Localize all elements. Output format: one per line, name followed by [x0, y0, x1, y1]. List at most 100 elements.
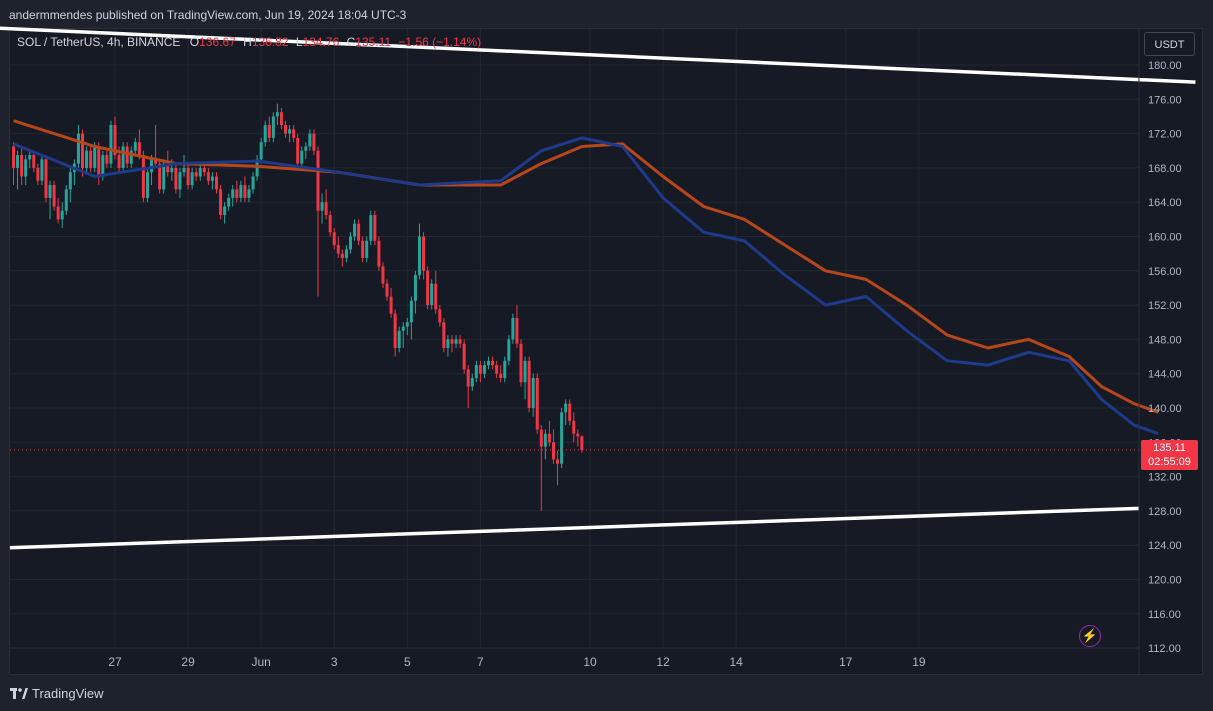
candle-body: [409, 300, 413, 323]
price-tick-label: 152.00: [1148, 300, 1182, 312]
candles: [12, 103, 584, 511]
candle: [182, 155, 186, 177]
currency-button[interactable]: USDT: [1144, 32, 1195, 56]
price-axis[interactable]: 180.00 176.00 172.00 168.00 164.00 160.00 156.…: [1138, 29, 1182, 675]
candle: [523, 356, 527, 400]
candle-body: [353, 223, 357, 237]
symbol-name[interactable]: SOL / TetherUS, 4h, BINANCE: [17, 35, 181, 49]
price-tick-label: 132.00: [1148, 472, 1182, 484]
candle: [568, 399, 572, 426]
low-value: 134.76: [302, 35, 340, 49]
candle-body: [389, 296, 393, 314]
candle: [150, 155, 154, 186]
candle-body: [137, 142, 141, 156]
candle-body: [308, 133, 312, 147]
candle-body: [564, 403, 568, 413]
candle-body: [397, 330, 401, 348]
candle-body: [227, 197, 231, 207]
time-tick-label: 27: [108, 655, 122, 669]
published-caption: andermmendes published on TradingView.co…: [9, 8, 407, 22]
candle-body: [336, 245, 340, 254]
candle-body: [215, 176, 218, 190]
candle-body: [113, 125, 117, 156]
candle: [190, 167, 194, 190]
candle-body: [97, 146, 101, 177]
candle-body: [503, 360, 507, 378]
candle: [344, 245, 348, 263]
candle-body: [474, 365, 478, 378]
candle: [462, 339, 466, 374]
lightning-icon[interactable]: ⚡: [1079, 625, 1101, 647]
candle: [499, 365, 503, 383]
time-axis[interactable]: 27 29 Jun 3 5 7 10 12 14 17 19: [10, 647, 1139, 669]
candle: [556, 450, 560, 486]
candle: [215, 172, 218, 194]
change-value: −1.56 (−1.14%): [398, 35, 482, 49]
candle-body: [190, 172, 194, 186]
candle: [401, 322, 405, 348]
candle: [357, 219, 361, 246]
candle-body: [340, 253, 344, 258]
footer-brand[interactable]: TradingView: [10, 686, 104, 701]
candle: [178, 167, 182, 198]
candle-body: [531, 377, 535, 408]
candle: [348, 232, 352, 254]
close-label: C: [346, 35, 356, 49]
candle-body: [385, 283, 389, 297]
candle-body: [129, 150, 133, 164]
candle: [243, 176, 247, 203]
candle: [426, 266, 430, 310]
candle: [560, 408, 564, 469]
candle: [438, 305, 442, 327]
candle-body: [361, 240, 365, 258]
candle: [304, 142, 308, 160]
candle: [491, 356, 495, 370]
candle-body: [174, 167, 178, 190]
candle: [288, 125, 292, 143]
tradingview-logo-icon: [10, 687, 28, 699]
candle: [239, 180, 243, 203]
time-tick-label: 10: [583, 655, 597, 669]
candle-body: [48, 185, 52, 198]
candle-body: [125, 146, 129, 164]
candle: [186, 163, 190, 190]
candle: [20, 146, 24, 186]
candle: [85, 146, 89, 173]
candle: [113, 116, 117, 160]
chart-panel[interactable]: [9, 28, 1203, 675]
time-tick-label: 5: [404, 655, 411, 669]
candle-body: [450, 339, 454, 344]
candle-body: [324, 202, 328, 216]
candle-body: [198, 167, 202, 177]
candle-body: [344, 249, 348, 258]
candle: [466, 365, 470, 408]
candle: [174, 163, 178, 194]
candle-body: [56, 206, 60, 220]
candle-body: [296, 137, 300, 164]
candle-body: [422, 236, 426, 271]
candle: [397, 326, 401, 353]
candle: [539, 425, 543, 511]
candle-body: [231, 189, 235, 198]
candle: [381, 262, 385, 288]
candle: [154, 125, 158, 168]
candle: [373, 210, 377, 246]
candle: [105, 150, 109, 168]
candle: [48, 180, 52, 220]
candle-body: [101, 155, 105, 177]
candle-body: [259, 142, 263, 160]
candle-body: [470, 377, 474, 387]
price-tick-label: 120.00: [1148, 575, 1182, 587]
candle-body: [304, 146, 308, 151]
candle-body: [568, 403, 572, 421]
candle-body: [580, 436, 584, 451]
candle-body: [413, 275, 417, 301]
time-tick-label: 12: [656, 655, 670, 669]
trendline-lower: [9, 506, 1140, 550]
candle-body: [466, 369, 470, 387]
candle: [223, 202, 227, 224]
trendlines[interactable]: [0, 3, 1196, 550]
candle-body: [511, 317, 515, 340]
candle-body: [44, 159, 48, 198]
